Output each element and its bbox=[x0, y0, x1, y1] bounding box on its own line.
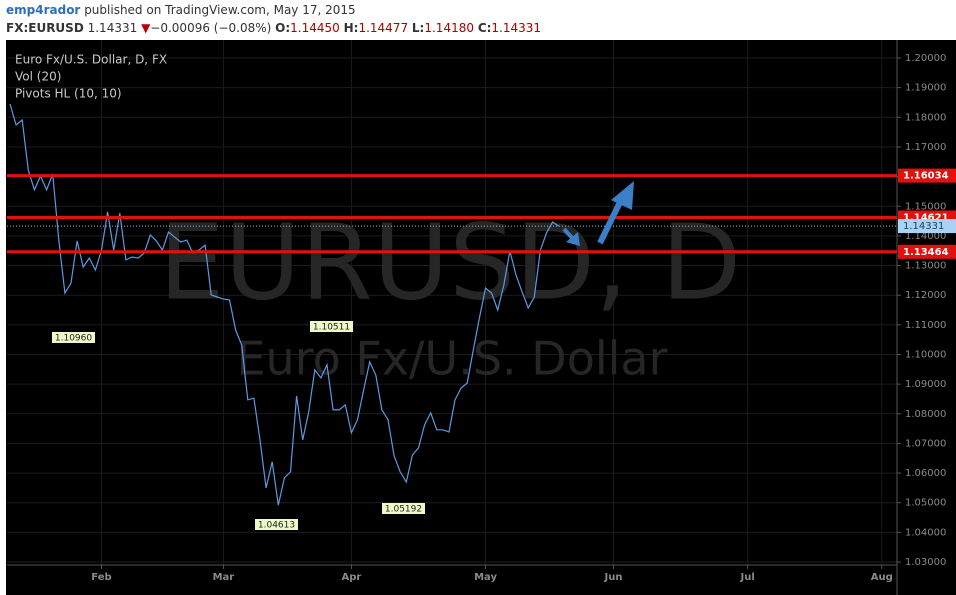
low-value: 1.14180 bbox=[424, 21, 474, 35]
x-tick-label: Feb bbox=[91, 572, 111, 583]
quote-line: FX:EURUSD 1.14331 ▼−0.00096 (−0.08%) O:1… bbox=[6, 21, 541, 35]
big-arrow-head bbox=[611, 181, 634, 210]
legend-indicator: Vol (20) bbox=[15, 70, 61, 84]
published: published on TradingView.com, May 17, 20… bbox=[84, 3, 356, 17]
chart: EURUSD, D Euro Fx/U.S. Dollar Euro Fx/U.… bbox=[6, 40, 956, 595]
close-value: 1.14331 bbox=[491, 21, 542, 35]
x-tick-label: Jul bbox=[740, 572, 755, 583]
axis-background bbox=[897, 40, 956, 595]
pivot-text: 1.05192 bbox=[385, 505, 422, 515]
publish-line: emp4rador published on TradingView.com, … bbox=[6, 3, 356, 17]
y-tick-label: 1.03000 bbox=[905, 557, 946, 568]
y-tick-label: 1.18000 bbox=[905, 112, 946, 123]
level-label: 1.16034 bbox=[903, 171, 949, 182]
x-tick-label: Aug bbox=[871, 572, 893, 583]
y-tick-label: 1.09000 bbox=[905, 379, 946, 390]
pivot-box bbox=[52, 332, 95, 343]
x-tick-label: Jun bbox=[604, 572, 623, 583]
y-tick-label: 1.10000 bbox=[905, 349, 946, 360]
change: −0.00096 (−0.08%) bbox=[150, 21, 272, 35]
open-value: 1.14450 bbox=[290, 21, 340, 35]
big-arrow bbox=[597, 196, 625, 245]
pivot-box bbox=[382, 503, 425, 514]
open-key: O: bbox=[275, 21, 291, 35]
level-label: 1.13464 bbox=[903, 247, 949, 258]
small-arrow-head bbox=[566, 232, 580, 246]
y-tick-label: 1.19000 bbox=[905, 83, 946, 94]
y-tick-label: 1.12000 bbox=[905, 290, 946, 301]
y-tick-label: 1.20000 bbox=[905, 53, 946, 64]
price-label-box bbox=[898, 219, 956, 234]
pivot-label: 1.10511 bbox=[310, 321, 353, 333]
level-label-box bbox=[898, 168, 956, 183]
watermark-symbol: EURUSD, D bbox=[159, 201, 742, 323]
price-axis: 1.200001.190001.180001.170001.160001.150… bbox=[7, 40, 956, 595]
x-tick-label: May bbox=[474, 572, 497, 583]
y-tick-label: 1.13000 bbox=[905, 261, 946, 272]
header: emp4rador published on TradingView.com, … bbox=[0, 0, 956, 40]
pivot-text: 1.10511 bbox=[313, 323, 350, 333]
plot bbox=[7, 103, 897, 506]
pivot-label: 1.04613 bbox=[255, 519, 298, 531]
pivot-box bbox=[255, 519, 298, 530]
down-arrow: ▼ bbox=[141, 21, 151, 35]
grid bbox=[7, 40, 897, 565]
symbol: FX:EURUSD bbox=[6, 21, 84, 35]
legend-indicator: Pivots HL (10, 10) bbox=[15, 87, 122, 101]
watermark-name: Euro Fx/U.S. Dollar bbox=[236, 332, 667, 386]
annotation-arrows bbox=[562, 181, 634, 246]
high-value: 1.14477 bbox=[358, 21, 409, 35]
x-tick-label: Apr bbox=[341, 572, 361, 583]
close-key: C: bbox=[477, 21, 492, 35]
pivot-label: 1.05192 bbox=[382, 503, 425, 515]
y-tick-label: 1.17000 bbox=[905, 142, 946, 153]
x-tick-label: Mar bbox=[213, 572, 235, 583]
pivot-label: 1.10960 bbox=[52, 332, 95, 344]
legend-title: Euro Fx/U.S. Dollar, D, FX bbox=[15, 53, 167, 67]
author[interactable]: emp4rador bbox=[6, 3, 81, 17]
price-line bbox=[9, 103, 560, 506]
level-label-box bbox=[898, 244, 956, 259]
y-tick-label: 1.11000 bbox=[905, 320, 946, 331]
pivot-text: 1.10960 bbox=[55, 334, 92, 344]
y-tick-label: 1.05000 bbox=[905, 498, 946, 509]
level-label: 1.14621 bbox=[903, 212, 949, 223]
pivot-text: 1.04613 bbox=[258, 521, 295, 531]
y-tick-label: 1.08000 bbox=[905, 409, 946, 420]
y-tick-label: 1.06000 bbox=[905, 468, 946, 479]
pivot-box bbox=[310, 321, 353, 332]
high-key: H: bbox=[343, 21, 359, 35]
price-label: 1.14331 bbox=[903, 221, 944, 232]
y-tick-label: 1.07000 bbox=[905, 438, 946, 449]
y-tick-label: 1.15000 bbox=[905, 201, 946, 212]
y-tick-label: 1.14000 bbox=[905, 231, 946, 242]
low-key: L: bbox=[411, 21, 425, 35]
y-tick-label: 1.04000 bbox=[905, 527, 946, 538]
last-price: 1.14331 bbox=[87, 21, 138, 35]
